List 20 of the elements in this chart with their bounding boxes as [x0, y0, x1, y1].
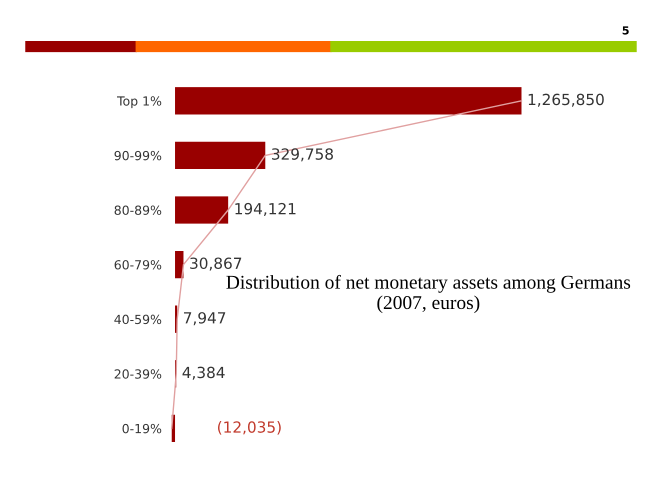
text: 5 [622, 26, 629, 35]
bar [175, 142, 266, 170]
bar [175, 250, 184, 278]
y-tick-label: 40-59% [114, 314, 162, 324]
data-label: 7,947 [184, 312, 226, 326]
y-tick-label: 90-99% [114, 150, 162, 160]
text: Distribution of net monetary assets among Germans (2007, euros) [226, 274, 630, 314]
y-tick-label: 20-39% [114, 369, 162, 379]
bar [175, 196, 228, 224]
data-label: 30,867 [190, 257, 242, 271]
data-label: 329,758 [272, 148, 333, 162]
y-tick-label: 60-79% [114, 260, 162, 270]
data-label: 1,265,850 [528, 94, 604, 107]
data-label: 4,384 [182, 366, 225, 380]
data-label: (12,035) [218, 421, 281, 435]
y-tick-label: Top 1% [117, 96, 162, 108]
data-label: 194,121 [235, 202, 296, 216]
bar [175, 87, 522, 114]
y-tick-label: 0-19% [122, 424, 162, 434]
y-tick-label: 80-89% [114, 205, 162, 215]
